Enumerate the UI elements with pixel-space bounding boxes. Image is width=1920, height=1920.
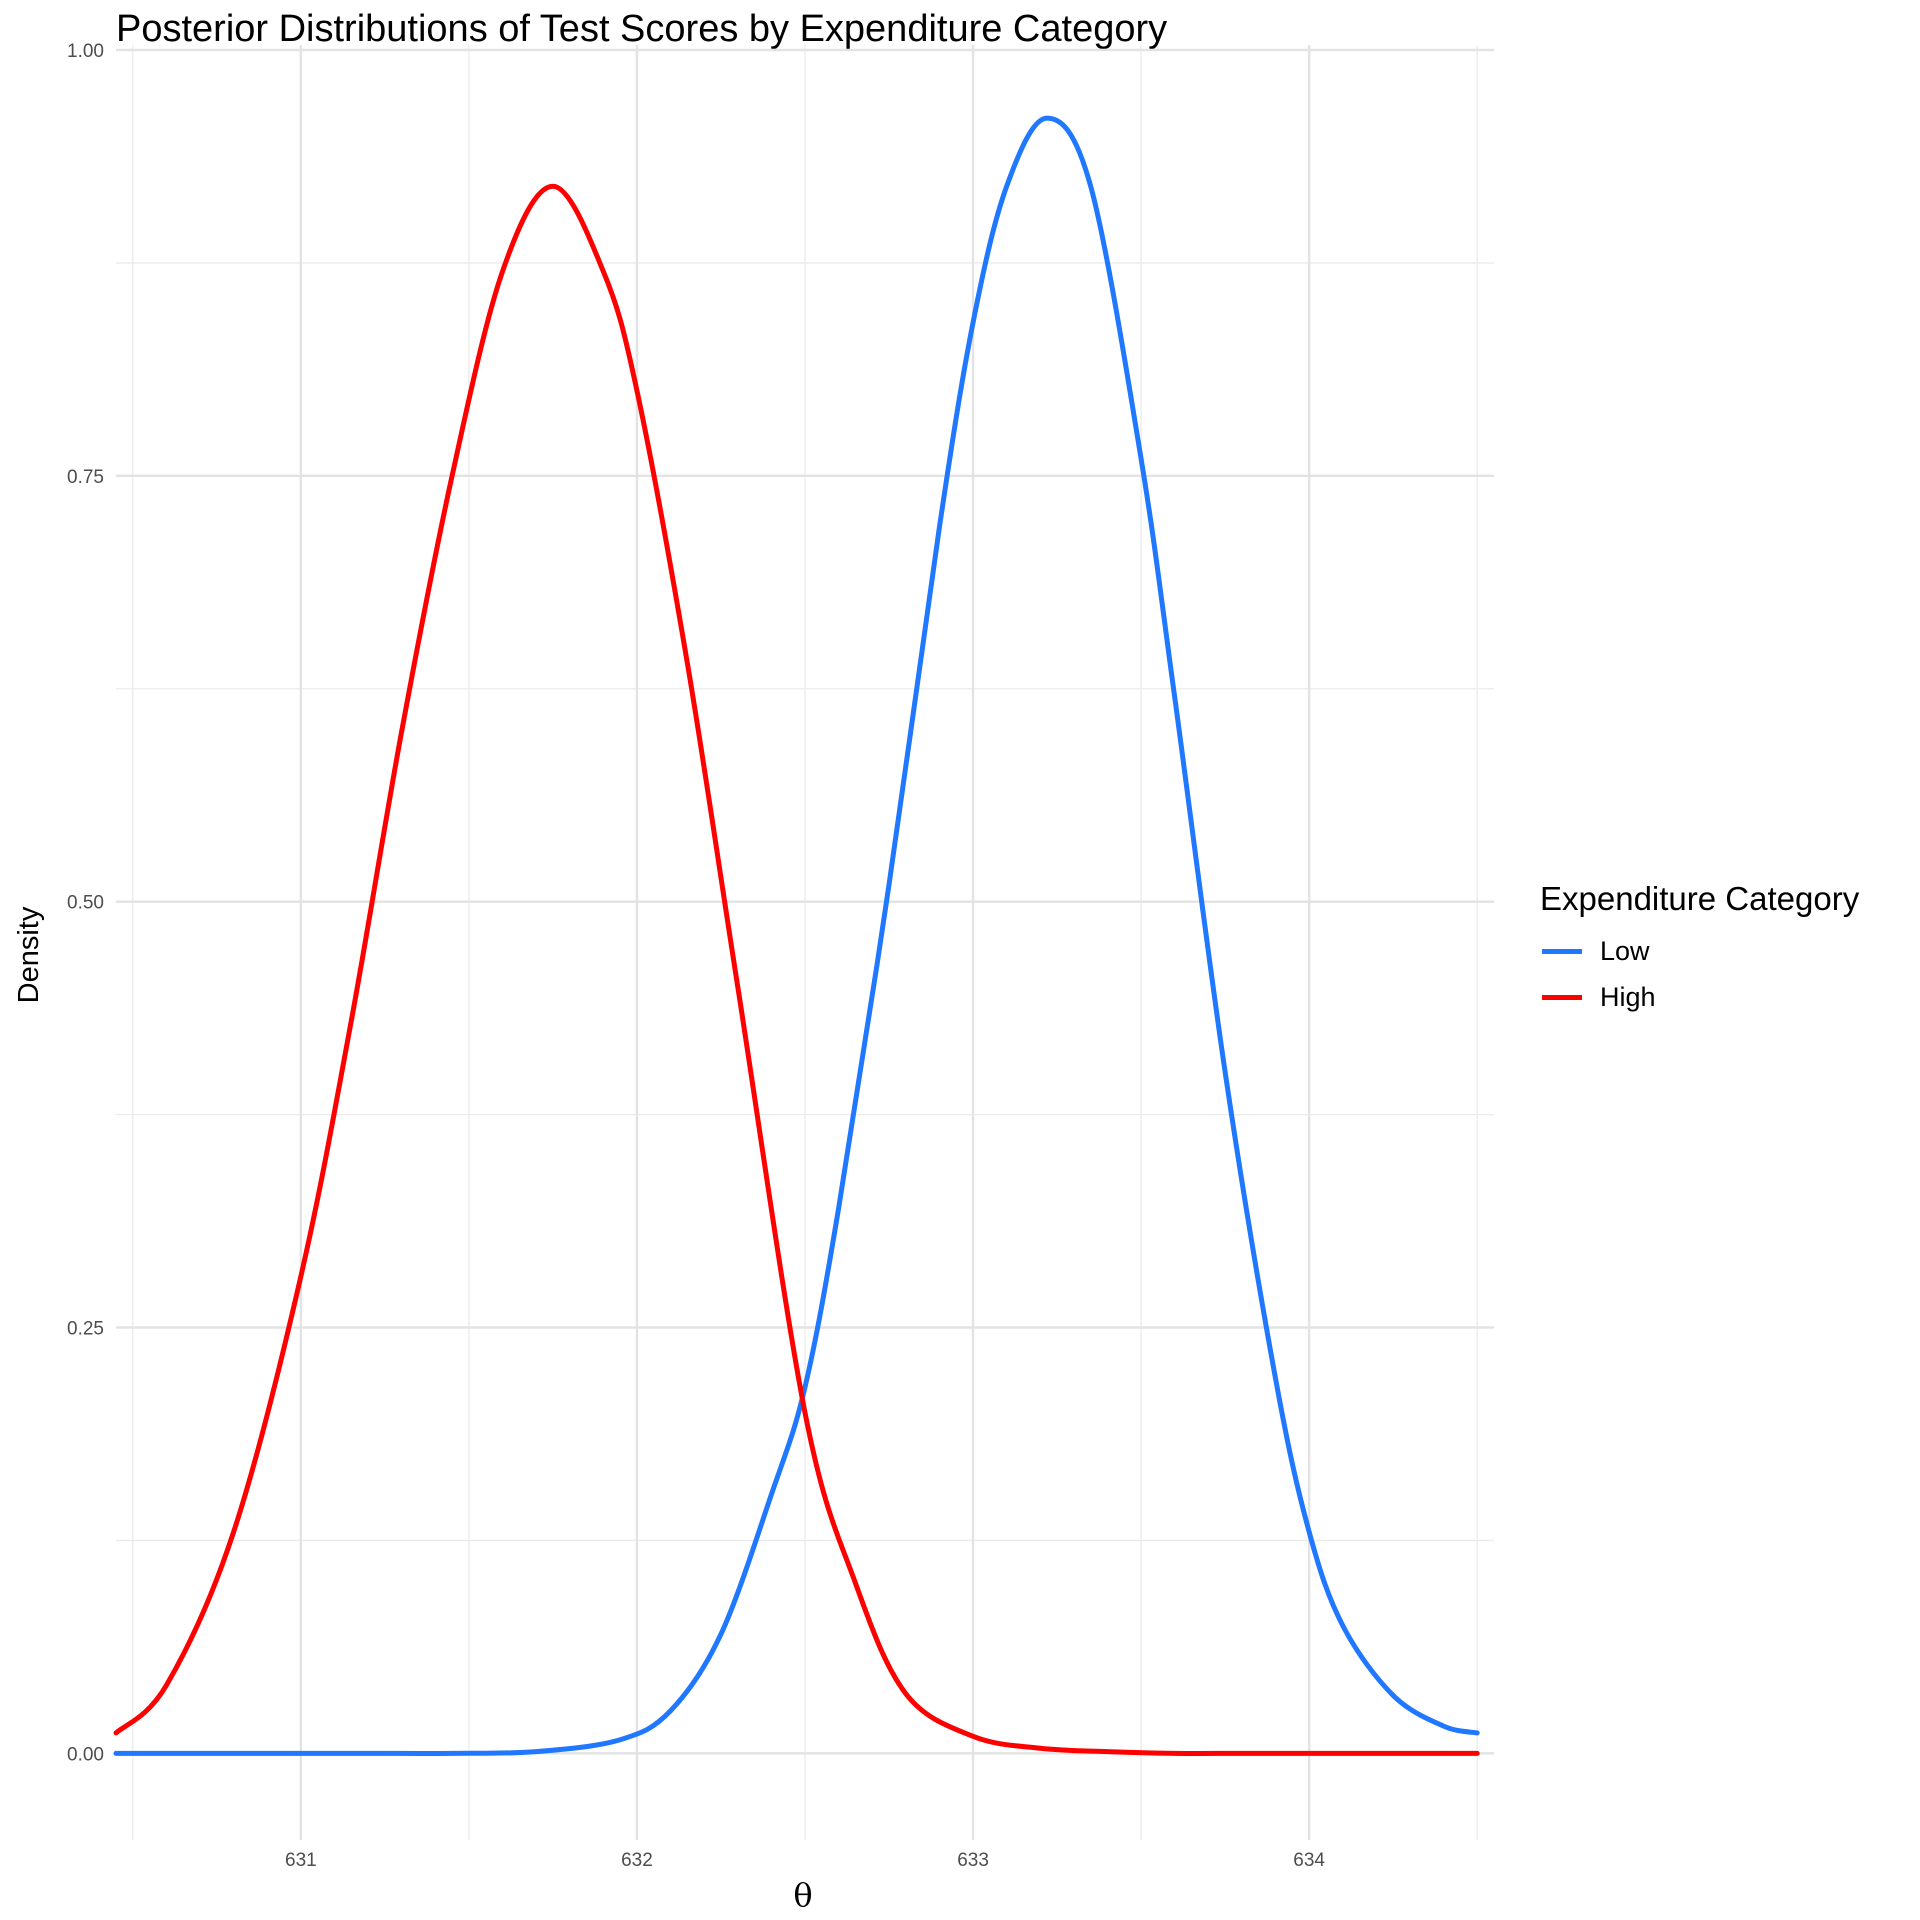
chart-title: Posterior Distributions of Test Scores b… xyxy=(116,8,1168,50)
major-gridlines xyxy=(116,45,1494,1840)
x-tick-label: 633 xyxy=(957,1850,989,1871)
legend-items: Low High xyxy=(1540,928,1859,1020)
legend-item-low: Low xyxy=(1540,928,1859,974)
y-tick-label: 1.00 xyxy=(67,41,104,62)
x-tick-label: 634 xyxy=(1293,1850,1325,1871)
legend-label: Low xyxy=(1600,935,1650,966)
y-tick-label: 0.25 xyxy=(67,1319,104,1340)
x-tick-label: 631 xyxy=(285,1850,317,1871)
series-line-low xyxy=(113,115,1480,1756)
legend-key-high xyxy=(1542,994,1582,1000)
x-axis-title: θ xyxy=(793,1876,812,1914)
series-lines xyxy=(113,115,1480,1756)
y-axis-title: Density xyxy=(13,906,45,1003)
y-tick-label: 0.00 xyxy=(67,1744,104,1765)
series-line-high xyxy=(113,183,1480,1756)
x-tick-label: 632 xyxy=(621,1850,653,1871)
y-axis-ticks: 0.00 0.25 0.50 0.75 1.00 xyxy=(67,41,104,1765)
x-axis-ticks: 631 632 633 634 xyxy=(285,1850,1325,1871)
legend: Expenditure Category Low High xyxy=(1540,880,1859,1020)
y-tick-label: 0.75 xyxy=(67,467,104,488)
legend-title: Expenditure Category xyxy=(1540,880,1860,917)
minor-gridlines xyxy=(116,45,1494,1840)
legend-key-low xyxy=(1542,948,1582,954)
legend-item-high: High xyxy=(1540,974,1859,1020)
legend-label: High xyxy=(1600,981,1656,1012)
y-tick-label: 0.50 xyxy=(67,893,104,914)
